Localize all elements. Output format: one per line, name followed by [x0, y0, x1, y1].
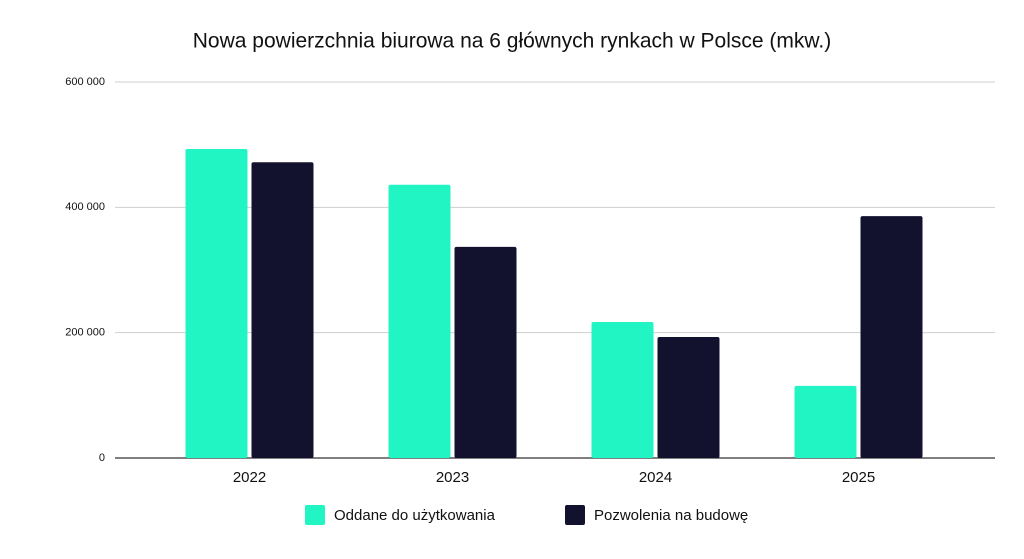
- y-tick-label: 400 000: [65, 201, 105, 213]
- x-tick-label: 2025: [842, 469, 875, 486]
- legend-swatch: [305, 505, 325, 525]
- bar: [591, 322, 654, 458]
- y-tick-label: 0: [99, 452, 105, 464]
- bar: [860, 216, 923, 458]
- bar: [388, 184, 451, 459]
- x-tick-label: 2023: [436, 469, 469, 486]
- chart-title: Nowa powierzchnia biurowa na 6 głównych …: [193, 30, 831, 53]
- y-tick-label: 600 000: [65, 76, 105, 88]
- x-tick-label: 2024: [639, 469, 672, 486]
- x-tick-label: 2022: [233, 469, 266, 486]
- y-tick-label: 200 000: [65, 327, 105, 339]
- bar: [794, 385, 857, 458]
- bar: [185, 149, 248, 458]
- legend-swatch: [565, 505, 585, 525]
- bar: [251, 162, 314, 459]
- legend-label: Oddane do użytkowania: [334, 507, 496, 524]
- legend-label: Pozwolenia na budowę: [594, 507, 748, 524]
- bar: [657, 337, 720, 458]
- bar: [454, 246, 517, 458]
